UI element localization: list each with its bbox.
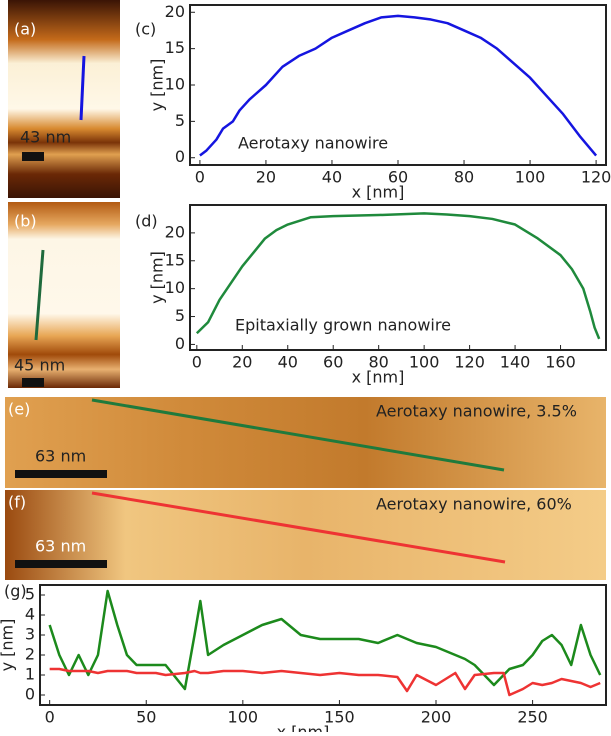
y-axis-label: y [nm] — [0, 619, 17, 672]
data-line — [49, 667, 601, 697]
data-line — [195, 212, 601, 340]
profile-line — [91, 398, 505, 472]
y-tick-label: 20 — [165, 222, 185, 241]
x-tick-label: 150 — [324, 708, 355, 727]
image-caption: Aerotaxy nanowire, 60% — [376, 495, 572, 514]
scale-label: 63 nm — [35, 537, 86, 556]
x-tick-label: 200 — [421, 708, 452, 727]
scale-label: 43 nm — [20, 128, 71, 147]
panel-label: (g) — [4, 582, 27, 601]
panel-label: (f) — [8, 493, 26, 512]
scale-bar — [15, 560, 107, 568]
x-tick-label: 0 — [192, 353, 202, 372]
plot-frame — [39, 584, 607, 706]
panel-label: (a) — [14, 20, 36, 39]
scale-label: 45 nm — [14, 356, 65, 375]
y-tick-label: 20 — [165, 2, 185, 21]
x-tick-label: 100 — [515, 168, 546, 187]
scale-bar — [15, 470, 107, 478]
y-axis-label: y [nm] — [148, 251, 167, 304]
y-tick-label: 5 — [25, 585, 35, 604]
data-line — [199, 14, 598, 157]
y-axis-label: y [nm] — [148, 59, 167, 112]
x-axis-label: x [nm] — [352, 183, 405, 202]
x-tick-label: 120 — [581, 168, 611, 187]
y-tick-label: 0 — [25, 685, 35, 704]
x-tick-label: 120 — [454, 353, 485, 372]
annotation: Aerotaxy nanowire — [238, 134, 388, 153]
x-tick-label: 100 — [228, 708, 259, 727]
x-tick-label: 80 — [454, 168, 474, 187]
y-tick-label: 5 — [175, 306, 185, 325]
profile-line — [91, 491, 506, 564]
afm-image — [8, 0, 120, 198]
plot-frame — [189, 204, 607, 351]
y-tick-label: 0 — [175, 334, 185, 353]
x-tick-label: 60 — [388, 168, 408, 187]
x-tick-label: 40 — [322, 168, 342, 187]
y-tick-label: 4 — [25, 605, 35, 624]
y-tick-label: 3 — [25, 625, 35, 644]
x-tick-label: 0 — [45, 708, 55, 727]
image-caption: Aerotaxy nanowire, 3.5% — [376, 402, 577, 421]
data-line — [48, 589, 602, 691]
x-tick-label: 160 — [545, 353, 576, 372]
x-tick-label: 60 — [323, 353, 343, 372]
scale-bar — [22, 378, 44, 387]
y-tick-label: 0 — [175, 147, 185, 166]
y-tick-label: 2 — [25, 645, 35, 664]
x-tick-label: 80 — [368, 353, 388, 372]
afm-image — [8, 202, 120, 388]
y-tick-label: 5 — [175, 111, 185, 130]
panel-label: (c) — [135, 20, 156, 39]
x-tick-label: 250 — [517, 708, 548, 727]
panel-label: (b) — [14, 212, 37, 231]
x-tick-label: 100 — [409, 353, 440, 372]
x-axis-label: x [nm] — [277, 723, 330, 733]
panel-label: (d) — [135, 212, 158, 231]
y-tick-label: 10 — [165, 278, 185, 297]
y-tick-label: 10 — [165, 75, 185, 94]
x-tick-label: 0 — [195, 168, 205, 187]
x-tick-label: 20 — [256, 168, 276, 187]
scale-label: 63 nm — [35, 447, 86, 466]
x-axis-label: x [nm] — [352, 368, 405, 387]
x-tick-label: 40 — [278, 353, 298, 372]
x-tick-label: 140 — [500, 353, 531, 372]
y-tick-label: 1 — [25, 665, 35, 684]
y-tick-label: 15 — [165, 38, 185, 57]
annotation: Epitaxially grown nanowire — [235, 316, 451, 335]
x-tick-label: 20 — [232, 353, 252, 372]
scale-bar — [22, 152, 44, 161]
profile-line — [34, 249, 45, 341]
profile-line — [79, 55, 86, 121]
y-tick-label: 15 — [165, 250, 185, 269]
x-tick-label: 50 — [136, 708, 156, 727]
panel-label: (e) — [8, 400, 30, 419]
